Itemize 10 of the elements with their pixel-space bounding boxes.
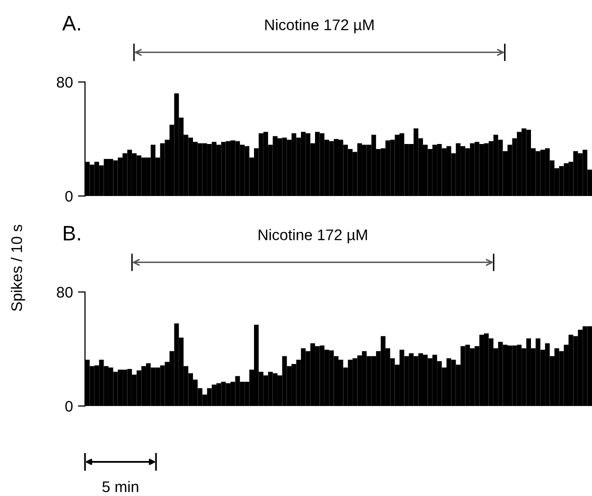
- chart-title: A.: [62, 16, 80, 30]
- y-tick-label: 0: [65, 400, 73, 412]
- y-tick-label: 80: [56, 286, 73, 298]
- y-axis-title: Spikes / 10 s: [10, 224, 26, 312]
- y-tick-label: 80: [56, 76, 73, 88]
- text: 5 min: [102, 480, 138, 492]
- text: Nicotine 172 µM: [258, 229, 367, 244]
- text: Nicotine 172 µM: [265, 19, 374, 34]
- y-tick-label: 0: [65, 190, 73, 202]
- chart-title: B.: [64, 226, 80, 240]
